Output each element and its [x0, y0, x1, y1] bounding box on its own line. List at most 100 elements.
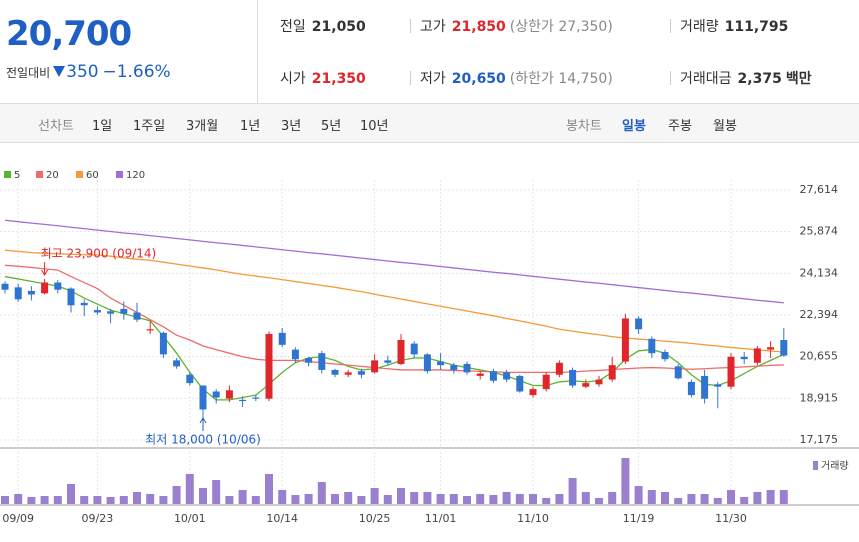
stat: 전일 21,050 — [280, 16, 366, 36]
candle-body — [384, 360, 392, 363]
candle-body — [291, 349, 299, 360]
volume-bar — [515, 494, 524, 504]
x-tick-label: 10/14 — [266, 512, 298, 525]
down-arrow — [53, 66, 66, 77]
x-tick-label: 09/09 — [2, 512, 34, 525]
volume-bar — [674, 498, 683, 504]
volume-bar — [436, 494, 445, 504]
tab[interactable]: 1주일 — [133, 119, 166, 134]
volume-bar — [225, 496, 234, 504]
volume-bar — [159, 496, 168, 504]
current-price: 20,700 — [6, 14, 132, 54]
volume-bar — [1, 496, 9, 504]
volume-bar — [172, 486, 181, 504]
volume-bar — [397, 488, 405, 504]
tab[interactable]: 3개월 — [186, 119, 219, 134]
moving-average-line — [4, 275, 785, 401]
volume-bar — [779, 490, 788, 504]
candle-body — [239, 399, 247, 402]
tab[interactable]: 10년 — [360, 119, 389, 134]
stat-label: 거래대금 — [680, 71, 732, 87]
candle-body — [635, 318, 643, 330]
tab[interactable]: 1년 — [240, 119, 261, 134]
moving-average-line — [4, 249, 784, 353]
x-tick-label: 10/01 — [174, 512, 206, 525]
stat-label: 저가 — [420, 71, 446, 87]
stat-value: 111,795 — [724, 19, 789, 35]
volume-bar — [317, 482, 326, 504]
stat-label: 거래량 — [680, 19, 719, 35]
moving-average-line — [4, 219, 784, 304]
candle-body — [120, 308, 128, 314]
volume-bar — [53, 496, 62, 504]
change-amount: 350 — [66, 62, 99, 82]
legend-label: 20 — [46, 170, 59, 181]
candle-body — [278, 332, 286, 345]
quote-header: 20,700 전일대비 350 −1.66% 전일 21,050 고가 21,850 (상… — [0, 0, 859, 104]
volume-bar — [713, 498, 722, 504]
candle-body — [318, 353, 326, 370]
volume-bar — [212, 480, 221, 504]
volume-bar — [740, 497, 749, 504]
candle-body — [727, 356, 735, 387]
tab[interactable]: 5년 — [321, 119, 342, 134]
volume-bar — [93, 496, 102, 504]
volume-bar — [251, 496, 260, 504]
candle-body — [344, 372, 352, 375]
y-tick-label: 18,915 — [800, 391, 839, 404]
separator — [670, 71, 671, 85]
candle-body — [516, 375, 524, 392]
stat-label: 시가 — [280, 71, 306, 87]
y-tick-label: 27,614 — [800, 183, 839, 196]
candle-body — [186, 374, 194, 384]
tab[interactable]: 일봉 — [622, 119, 646, 134]
separator — [670, 19, 671, 33]
candle-body — [212, 391, 220, 398]
tab[interactable]: 주봉 — [668, 119, 692, 134]
candle-body — [357, 371, 365, 375]
period-tabs: 선차트 1일 1주일 3개월 1년 3년 5년 10년 봉차트 일봉 주봉 월봉 — [0, 104, 859, 143]
volume-bar — [291, 495, 300, 504]
stat: 저가 20,650 (하한가 14,750) — [420, 68, 613, 88]
volume-bar — [304, 494, 313, 504]
arrow-head — [199, 417, 207, 424]
tab[interactable]: 3년 — [281, 119, 302, 134]
stat-label: 고가 — [420, 19, 446, 35]
stat-label: 전일 — [280, 19, 306, 35]
candle-body — [740, 356, 748, 360]
stat-unit: 백만 — [785, 71, 812, 87]
volume-bar — [766, 490, 775, 504]
candle-body — [701, 375, 709, 399]
candle-body — [107, 311, 115, 314]
volume-bar — [595, 498, 603, 504]
x-tick-label: 11/01 — [425, 512, 457, 525]
candle-body — [67, 288, 75, 306]
volume-bar — [344, 492, 353, 504]
volume-bar — [67, 484, 75, 504]
x-tick-label: 11/10 — [517, 512, 549, 525]
stat: 거래량 111,795 — [680, 16, 788, 36]
stat-value: 21,350 — [311, 71, 366, 87]
tab[interactable]: 월봉 — [713, 119, 737, 134]
candle-body — [93, 310, 101, 313]
y-tick-label: 22,394 — [800, 308, 839, 321]
volume-bar — [14, 494, 23, 504]
candle-body — [450, 365, 458, 370]
candle-body — [595, 379, 603, 385]
x-tick-label: 11/30 — [715, 512, 747, 525]
volume-bar — [727, 490, 735, 504]
legend-swatch — [116, 171, 123, 178]
change-percent: −1.66% — [102, 62, 171, 82]
volume-bar — [146, 494, 155, 504]
x-tick-label: 11/19 — [623, 512, 655, 525]
change-label: 전일대비 — [6, 66, 51, 80]
candle-body — [371, 360, 379, 373]
volume-bar — [40, 496, 49, 504]
legend-label: 5 — [14, 170, 20, 181]
separator — [410, 19, 411, 33]
tab[interactable]: 1일 — [92, 119, 113, 134]
volume-bar — [185, 474, 194, 504]
stat: 고가 21,850 (상한가 27,350) — [420, 16, 613, 36]
legend-swatch — [36, 171, 43, 178]
